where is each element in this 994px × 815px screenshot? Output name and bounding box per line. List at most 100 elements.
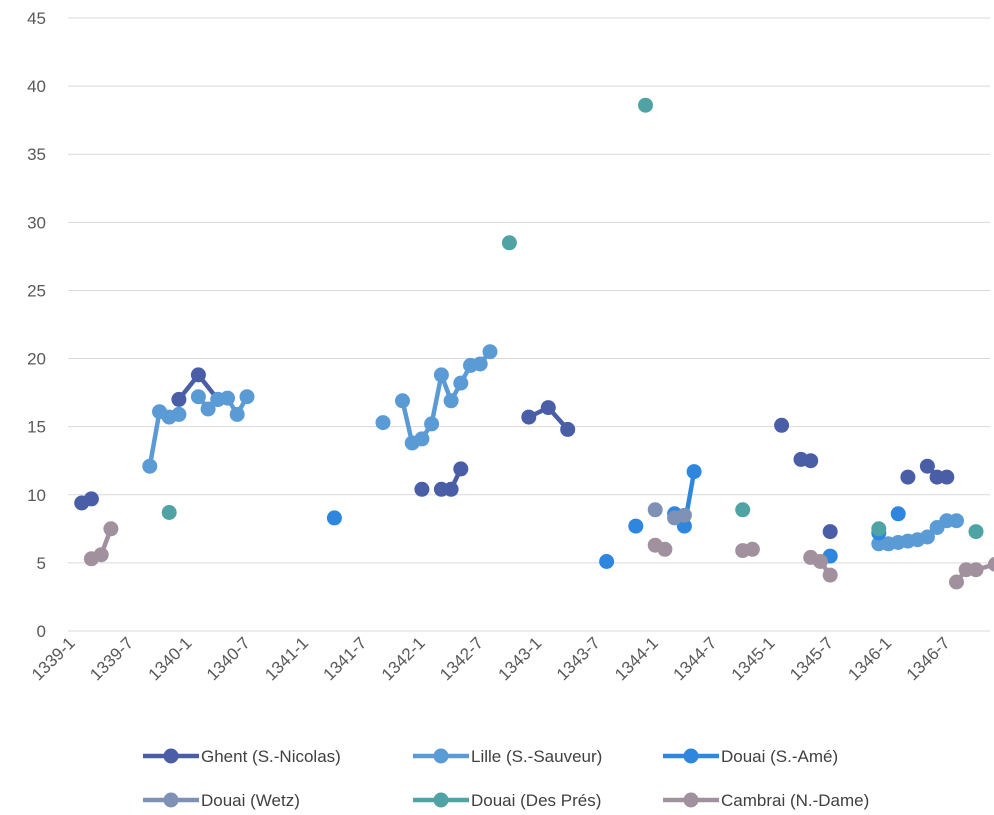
x-tick-label: 1343-7	[553, 633, 604, 684]
y-tick-label: 25	[27, 281, 46, 300]
data-point	[812, 554, 828, 569]
y-tick-label: 0	[37, 622, 46, 641]
y-tick-label: 45	[27, 9, 46, 28]
data-point	[443, 393, 459, 409]
data-point	[647, 502, 663, 518]
data-point	[968, 524, 984, 540]
data-point	[744, 541, 760, 557]
y-tick-label: 20	[27, 350, 46, 369]
data-point	[560, 421, 576, 437]
x-tick-label: 1344-7	[669, 633, 720, 684]
data-point	[443, 481, 459, 497]
data-point	[676, 518, 692, 534]
legend-item: Lille (S.-Sauveur)	[413, 747, 602, 766]
series-2	[326, 464, 906, 569]
x-tick-label: 1346-7	[903, 633, 954, 684]
legend: Ghent (S.-Nicolas) Lille (S.-Sauveur) Doua…	[143, 747, 869, 810]
x-tick-label: 1340-1	[145, 633, 196, 684]
data-point	[171, 406, 187, 422]
data-point	[657, 541, 673, 557]
data-point	[424, 416, 440, 432]
x-tick-label: 1345-1	[728, 633, 779, 684]
data-point	[161, 505, 177, 520]
y-tick-label: 35	[27, 145, 46, 164]
legend-label: Ghent (S.-Nicolas)	[201, 747, 341, 766]
data-point	[414, 431, 430, 447]
data-point	[599, 554, 615, 569]
data-point	[735, 502, 751, 518]
data-point	[229, 406, 245, 422]
x-tick-label: 1344-1	[611, 633, 662, 684]
data-point	[949, 513, 964, 529]
x-tick-label: 1340-7	[203, 633, 254, 684]
series-plot-area	[74, 97, 994, 590]
series-0	[74, 367, 955, 540]
grid-lines	[68, 17, 990, 632]
data-point	[83, 491, 99, 507]
legend-label: Lille (S.-Sauveur)	[471, 747, 602, 766]
series-3	[647, 502, 692, 526]
data-point	[239, 389, 255, 405]
data-point	[803, 453, 819, 469]
data-point	[900, 469, 916, 485]
x-tick-label: 1345-7	[786, 633, 837, 684]
data-point	[676, 507, 692, 523]
x-axis-tick-labels: 1339-1 1339-7 1340-1 1340-7 1341-1 1341-7 1342…	[28, 633, 954, 684]
data-point	[919, 458, 935, 474]
legend-swatch-marker	[433, 748, 449, 764]
data-point	[93, 547, 109, 563]
data-point	[939, 469, 955, 485]
legend-swatch-marker	[163, 748, 179, 764]
data-point	[890, 506, 906, 522]
data-point	[190, 367, 206, 383]
data-point	[103, 521, 119, 537]
data-point	[540, 400, 556, 416]
x-tick-label: 1341-1	[261, 633, 312, 684]
x-tick-label: 1341-7	[320, 633, 371, 684]
data-point	[482, 344, 498, 360]
data-point	[200, 401, 216, 417]
data-point	[453, 461, 469, 477]
x-tick-label: 1342-1	[378, 633, 429, 684]
data-point	[395, 393, 410, 409]
series-1	[142, 344, 964, 552]
data-point	[822, 524, 838, 540]
data-point	[628, 518, 644, 534]
data-point	[220, 390, 235, 406]
data-point	[871, 521, 887, 537]
x-tick-label: 1342-7	[436, 633, 487, 684]
legend-swatch-marker	[433, 792, 449, 808]
data-point	[433, 367, 449, 383]
x-tick-label: 1343-1	[495, 633, 546, 684]
data-point	[453, 375, 469, 391]
x-tick-label: 1339-7	[86, 633, 137, 684]
data-point	[822, 567, 838, 583]
legend-swatch-marker	[683, 792, 699, 808]
x-tick-label: 1339-1	[28, 633, 79, 684]
legend-label: Douai (Wetz)	[201, 791, 300, 810]
data-point	[638, 97, 653, 113]
y-tick-label: 5	[37, 554, 46, 573]
x-tick-label: 1346-1	[844, 633, 895, 684]
data-point	[142, 458, 158, 474]
data-point	[686, 464, 702, 480]
data-point	[190, 389, 206, 405]
legend-label: Cambrai (N.-Dame)	[721, 791, 869, 810]
legend-swatch-marker	[163, 792, 179, 808]
data-point	[949, 574, 964, 590]
legend-label: Douai (S.-Amé)	[721, 747, 838, 766]
y-tick-label: 30	[27, 213, 46, 232]
data-point	[375, 415, 391, 431]
data-point	[414, 481, 430, 497]
data-point	[919, 529, 935, 545]
legend-item: Douai (S.-Amé)	[663, 747, 838, 766]
series-4	[161, 97, 984, 540]
y-tick-label: 10	[27, 486, 46, 505]
legend-item: Ghent (S.-Nicolas)	[143, 747, 341, 766]
data-point	[521, 409, 537, 425]
data-point	[472, 356, 488, 372]
legend-label: Douai (Des Prés)	[471, 791, 601, 810]
y-tick-label: 15	[27, 418, 46, 437]
